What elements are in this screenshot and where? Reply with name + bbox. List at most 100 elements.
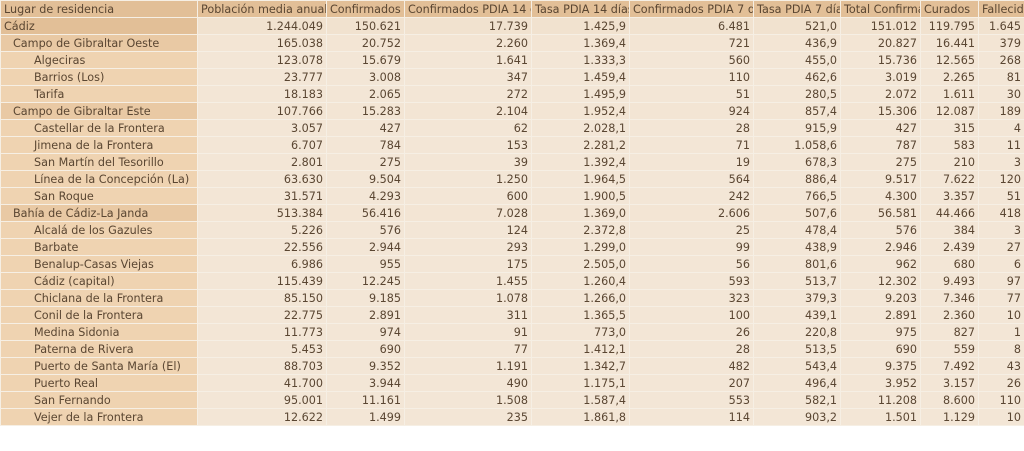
recovered-cell: 12.087 [920,102,979,120]
confirmed-7d-cell: 564 [629,170,754,188]
confirmed-pdia-cell: 9.504 [326,170,405,188]
population-cell: 6.986 [197,255,327,273]
column-header-tasa-14[interactable]: Tasa PDIA 14 días [531,0,630,18]
rate-7d-cell: 439,1 [753,306,841,324]
total-confirmed-cell: 427 [840,119,921,137]
total-confirmed-cell: 15.306 [840,102,921,120]
municipality-row: Barrios (Los) 23.777 3.008 347 1.459,4 110 462… [0,68,1024,86]
total-confirmed-cell: 576 [840,221,921,239]
column-header-lugar[interactable]: Lugar de residencia [0,0,198,18]
confirmed-7d-cell: 28 [629,340,754,358]
rate-14d-cell: 1.459,4 [531,68,630,86]
confirmed-pdia-cell: 1.499 [326,408,405,426]
place-name-cell: Tarifa [0,85,198,103]
rate-14d-cell: 1.266,0 [531,289,630,307]
place-name-cell: Chiclana de la Frontera [0,289,198,307]
population-cell: 95.001 [197,391,327,409]
confirmed-7d-cell: 99 [629,238,754,256]
population-cell: 11.773 [197,323,327,341]
population-cell: 31.571 [197,187,327,205]
municipality-row: Conil de la Frontera 22.775 2.891 311 1.365,… [0,306,1024,324]
column-header-poblacion[interactable]: Población media anual [197,0,327,18]
total-confirmed-cell: 15.736 [840,51,921,69]
recovered-cell: 119.795 [920,17,979,35]
confirmed-7d-cell: 28 [629,119,754,137]
confirmed-pdia-cell: 974 [326,323,405,341]
rate-14d-cell: 1.495,9 [531,85,630,103]
population-cell: 12.622 [197,408,327,426]
confirmed-pdia-cell: 3.944 [326,374,405,392]
rate-14d-cell: 2.028,1 [531,119,630,137]
confirmed-14d-cell: 311 [404,306,532,324]
deceased-cell: 27 [978,238,1024,256]
confirmed-pdia-cell: 3.008 [326,68,405,86]
deceased-cell: 97 [978,272,1024,290]
confirmed-pdia-cell: 9.185 [326,289,405,307]
total-confirmed-cell: 9.203 [840,289,921,307]
column-header-tasa-7[interactable]: Tasa PDIA 7 días [753,0,841,18]
total-confirmed-cell: 56.581 [840,204,921,222]
place-name-cell: San Roque [0,187,198,205]
district-row: Bahía de Cádiz-La Janda 513.384 56.416 7.02… [0,204,1024,222]
place-name-cell: Cádiz (capital) [0,272,198,290]
place-name-cell: San Fernando [0,391,198,409]
column-header-total-confirmados[interactable]: Total Confirmados [840,0,921,18]
confirmed-pdia-cell: 784 [326,136,405,154]
municipality-row: Puerto Real 41.700 3.944 490 1.175,1 207 496,4… [0,374,1024,392]
column-header-curados[interactable]: Curados [920,0,979,18]
municipality-row: Cádiz (capital) 115.439 12.245 1.455 1.260,4… [0,272,1024,290]
confirmed-pdia-cell: 427 [326,119,405,137]
confirmed-7d-cell: 593 [629,272,754,290]
population-cell: 513.384 [197,204,327,222]
province-row: Cádiz 1.244.049 150.621 17.739 1.425,9 6.481 5… [0,17,1024,35]
population-cell: 41.700 [197,374,327,392]
population-cell: 5.453 [197,340,327,358]
confirmed-7d-cell: 51 [629,85,754,103]
column-header-confirmados-7[interactable]: Confirmados PDIA 7 días [629,0,754,18]
total-confirmed-cell: 690 [840,340,921,358]
rate-14d-cell: 2.505,0 [531,255,630,273]
confirmed-14d-cell: 600 [404,187,532,205]
rate-7d-cell: 903,2 [753,408,841,426]
rate-14d-cell: 1.425,9 [531,17,630,35]
place-name-cell: Campo de Gibraltar Este [0,102,198,120]
column-header-fallecidos[interactable]: Fallecidos [978,0,1024,18]
rate-7d-cell: 436,9 [753,34,841,52]
deceased-cell: 11 [978,136,1024,154]
municipality-row: Algeciras 123.078 15.679 1.641 1.333,3 560 455… [0,51,1024,69]
deceased-cell: 77 [978,289,1024,307]
confirmed-pdia-cell: 12.245 [326,272,405,290]
rate-7d-cell: 915,9 [753,119,841,137]
municipality-row: Vejer de la Frontera 12.622 1.499 235 1.861,… [0,408,1024,426]
rate-14d-cell: 1.365,5 [531,306,630,324]
deceased-cell: 379 [978,34,1024,52]
confirmed-14d-cell: 1.641 [404,51,532,69]
confirmed-pdia-cell: 2.891 [326,306,405,324]
confirmed-7d-cell: 110 [629,68,754,86]
recovered-cell: 384 [920,221,979,239]
population-cell: 6.707 [197,136,327,154]
confirmed-7d-cell: 56 [629,255,754,273]
deceased-cell: 26 [978,374,1024,392]
deceased-cell: 6 [978,255,1024,273]
confirmed-pdia-cell: 56.416 [326,204,405,222]
rate-7d-cell: 478,4 [753,221,841,239]
column-header-confirmados-14[interactable]: Confirmados PDIA 14 días [404,0,532,18]
place-name-cell: Puerto de Santa María (El) [0,357,198,375]
confirmed-7d-cell: 553 [629,391,754,409]
rate-14d-cell: 1.333,3 [531,51,630,69]
rate-7d-cell: 766,5 [753,187,841,205]
place-name-cell: Algeciras [0,51,198,69]
population-cell: 88.703 [197,357,327,375]
municipality-row: Jimena de la Frontera 6.707 784 153 2.281,2 7… [0,136,1024,154]
column-header-confirmados-pdia[interactable]: Confirmados PDIA [326,0,405,18]
confirmed-7d-cell: 721 [629,34,754,52]
covid-data-table: Lugar de residencia Población media anua… [0,0,1024,426]
place-name-cell: Barrios (Los) [0,68,198,86]
rate-7d-cell: 507,6 [753,204,841,222]
deceased-cell: 43 [978,357,1024,375]
population-cell: 5.226 [197,221,327,239]
recovered-cell: 12.565 [920,51,979,69]
total-confirmed-cell: 20.827 [840,34,921,52]
population-cell: 115.439 [197,272,327,290]
